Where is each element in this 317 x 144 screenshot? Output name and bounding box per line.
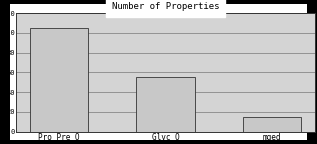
Bar [243, 117, 301, 131]
Bar [136, 77, 195, 131]
Bar [30, 28, 88, 131]
Title: Number of Properties: Number of Properties [112, 2, 219, 11]
